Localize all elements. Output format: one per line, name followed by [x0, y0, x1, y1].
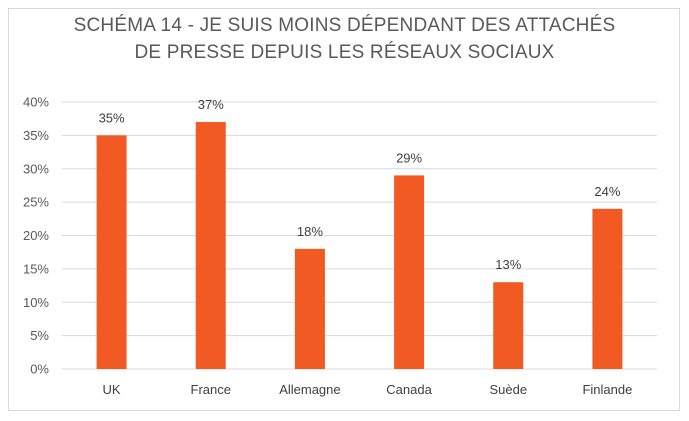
gridlines	[62, 101, 657, 370]
y-tick-label: 0%	[30, 362, 49, 377]
data-label: 13%	[495, 257, 521, 272]
y-tick-label: 15%	[23, 261, 49, 276]
y-tick-label: 30%	[23, 161, 49, 176]
x-category-label: Canada	[386, 382, 432, 397]
y-tick-label: 40%	[23, 95, 49, 110]
x-category-label: Allemagne	[279, 382, 340, 397]
bar-suède	[493, 282, 524, 369]
data-label: 35%	[99, 110, 125, 125]
chart-title-line-1: SCHÉMA 14 - JE SUIS MOINS DÉPENDANT DES …	[73, 15, 616, 36]
y-tick-label: 25%	[23, 195, 49, 210]
bar-finlande	[592, 208, 623, 369]
data-label: 18%	[297, 224, 323, 239]
x-axis-categories: UK France Allemagne Canada Suède Finlande	[103, 382, 633, 397]
data-label: 29%	[396, 150, 422, 165]
chart-title: SCHÉMA 14 - JE SUIS MOINS DÉPENDANT DES …	[0, 12, 689, 66]
y-tick-label: 10%	[23, 295, 49, 310]
y-tick-label: 35%	[23, 128, 49, 143]
x-category-label: UK	[103, 382, 121, 397]
y-tick-label: 20%	[23, 228, 49, 243]
y-axis-ticks: 0% 5% 10% 15% 20% 25% 30% 35% 40%	[23, 95, 49, 377]
bars	[96, 122, 623, 370]
y-tick-label: 5%	[30, 328, 49, 343]
data-labels: 35% 37% 18% 29% 13% 24%	[99, 97, 621, 272]
bar-uk	[96, 135, 127, 369]
x-category-label: Suède	[489, 382, 527, 397]
x-category-label: Finlande	[582, 382, 632, 397]
bar-allemagne	[294, 248, 325, 369]
data-label: 37%	[198, 97, 224, 112]
bar-canada	[394, 175, 425, 369]
data-label: 24%	[594, 184, 620, 199]
bar-france	[195, 122, 226, 370]
chart-title-line-2: DE PRESSE DEPUIS LES RÉSEAUX SOCIAUX	[134, 42, 555, 63]
x-category-label: France	[191, 382, 231, 397]
